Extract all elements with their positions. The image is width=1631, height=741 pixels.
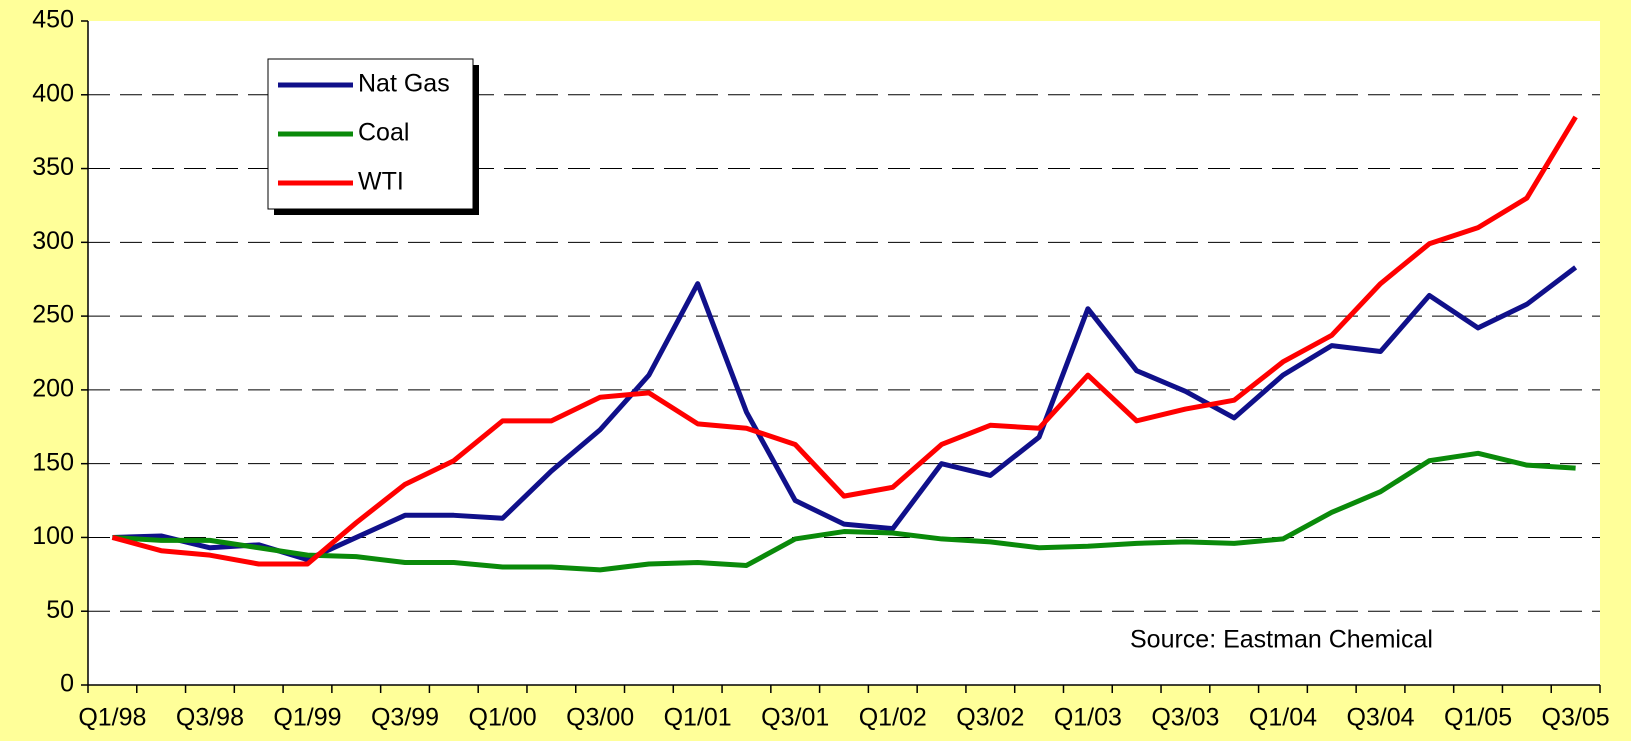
- y-tick-label: 200: [32, 374, 74, 402]
- y-tick-label: 300: [32, 227, 74, 255]
- y-tick-label: 400: [32, 79, 74, 107]
- y-tick-label: 50: [46, 596, 74, 624]
- x-tick-label: Q3/03: [1151, 704, 1219, 732]
- series-line: [112, 450, 1576, 573]
- x-tick-label: Q1/03: [1054, 704, 1122, 732]
- x-tick-label: Q3/02: [956, 704, 1024, 732]
- x-tick-label: Q1/01: [664, 704, 732, 732]
- series-line: [111, 115, 1578, 567]
- x-tick-label: Q3/00: [566, 704, 634, 732]
- x-tick-label: Q3/01: [761, 704, 829, 732]
- x-tick-label: Q1/02: [859, 704, 927, 732]
- x-tick-label: Q3/04: [1346, 704, 1414, 732]
- legend-label: Coal: [358, 119, 409, 147]
- x-tick-label: Q1/05: [1444, 704, 1512, 732]
- x-tick-label: Q3/05: [1542, 704, 1610, 732]
- x-tick-label: Q1/04: [1249, 704, 1317, 732]
- x-tick-label: Q3/99: [371, 704, 439, 732]
- x-tick-label: Q1/99: [273, 704, 341, 732]
- legend-label: Nat Gas: [358, 70, 450, 98]
- series-line: [112, 265, 1578, 563]
- x-tick-label: Q1/98: [78, 704, 146, 732]
- legend-label: WTI: [358, 168, 404, 196]
- annotation: Source: Eastman Chemical: [1130, 626, 1433, 654]
- x-tick-label: Q3/98: [176, 704, 244, 732]
- y-tick-label: 450: [32, 6, 74, 34]
- y-tick-label: 250: [32, 301, 74, 329]
- x-tick-label: Q1/00: [469, 704, 537, 732]
- y-tick-label: 350: [32, 153, 74, 181]
- y-tick-label: 100: [32, 522, 74, 550]
- y-tick-label: 150: [32, 448, 74, 476]
- y-tick-label: 0: [60, 670, 74, 698]
